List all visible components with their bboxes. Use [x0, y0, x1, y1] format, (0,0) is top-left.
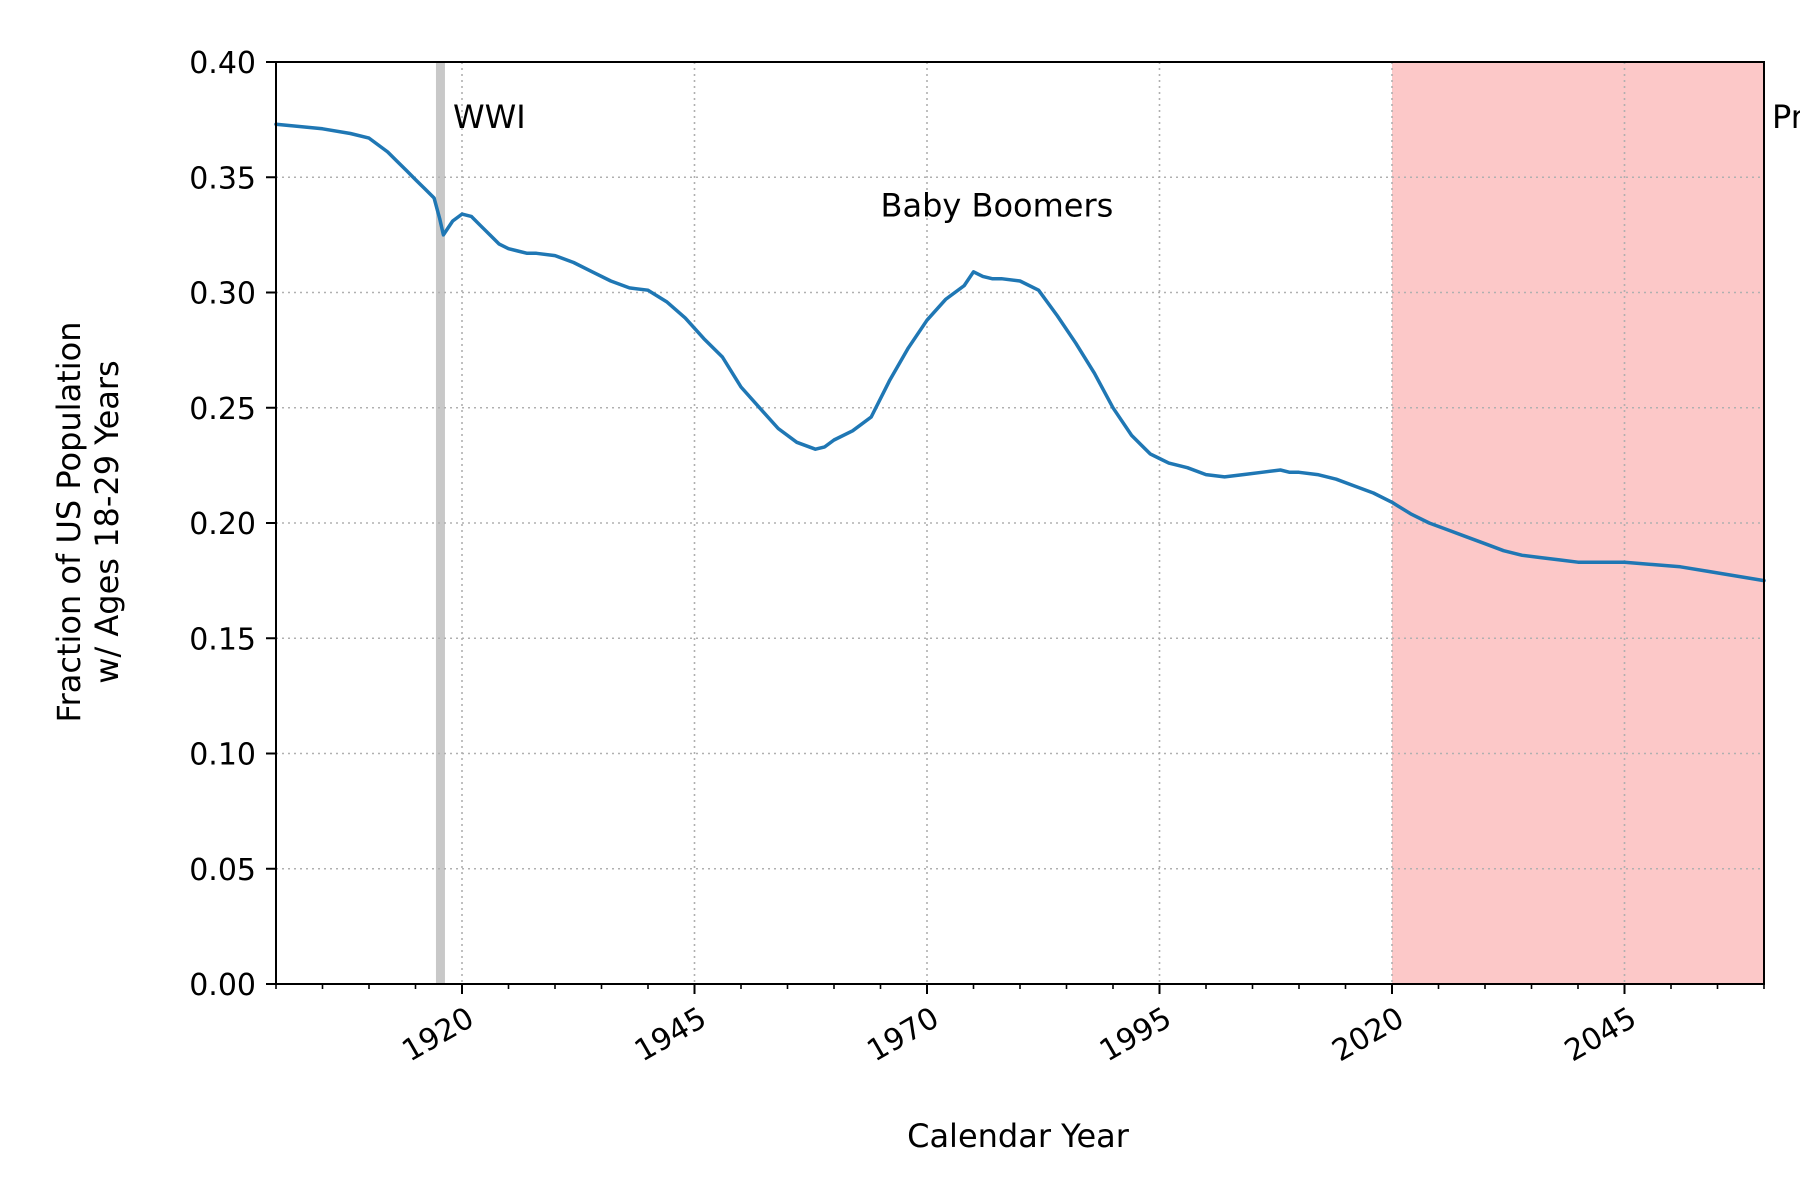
region-label-wwi: WWI	[453, 98, 526, 136]
y-tick-label: 0.20	[189, 507, 256, 542]
x-tick-label: 2020	[1326, 1001, 1410, 1069]
labels-layer: Calendar Year Fraction of US Population …	[50, 98, 1800, 1155]
y-tick-label: 0.10	[189, 738, 256, 773]
x-tick-label: 1995	[1094, 1001, 1178, 1069]
annotation-baby-boomers: Baby Boomers	[881, 186, 1114, 224]
y-tick-label: 0.40	[189, 46, 256, 81]
x-tick-label: 1945	[629, 1001, 713, 1069]
region-label-projected: Projected	[1772, 98, 1800, 136]
y-tick-label: 0.35	[189, 161, 256, 196]
series-layer	[274, 122, 1766, 583]
y-tick-label: 0.00	[189, 968, 256, 1003]
shaded-region-wwi	[435, 62, 445, 984]
y-tick-label: 0.30	[189, 277, 256, 312]
y-axis-label-line-1: Fraction of US Population	[50, 322, 88, 723]
x-tick-label: 1970	[861, 1001, 945, 1069]
x-tick-label: 1920	[396, 1001, 480, 1069]
series-line	[274, 122, 1766, 583]
y-tick-label: 0.05	[189, 853, 256, 888]
y-axis-label-line-2: w/ Ages 18-29 Years	[88, 360, 126, 683]
y-tick-label: 0.25	[189, 392, 256, 427]
x-tick-label: 2045	[1559, 1001, 1643, 1069]
y-tick-label: 0.15	[189, 622, 256, 657]
x-axis-label: Calendar Year	[907, 1117, 1130, 1155]
